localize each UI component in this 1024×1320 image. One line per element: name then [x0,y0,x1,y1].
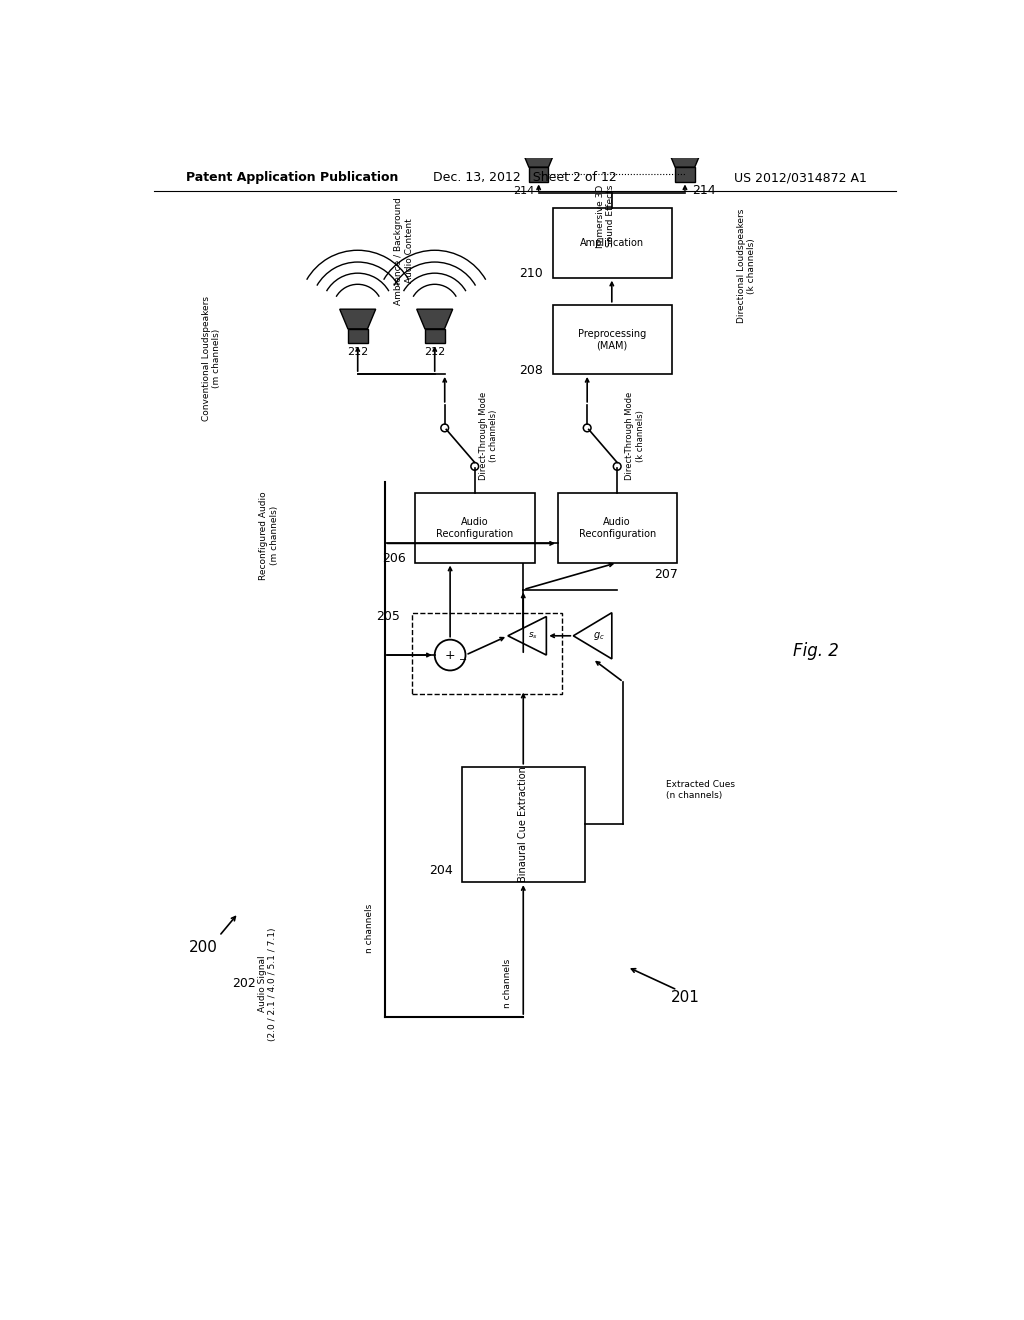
Text: Audio
Reconfiguration: Audio Reconfiguration [579,517,655,539]
Text: $g_c$: $g_c$ [593,630,604,642]
Text: Immersive 3D
Sound Effects: Immersive 3D Sound Effects [596,185,615,248]
FancyBboxPatch shape [348,329,368,343]
Text: Patent Application Publication: Patent Application Publication [186,172,398,185]
Text: Audio
Reconfiguration: Audio Reconfiguration [436,517,513,539]
Text: Dec. 13, 2012   Sheet 2 of 12: Dec. 13, 2012 Sheet 2 of 12 [433,172,616,185]
Polygon shape [417,309,453,329]
Text: 208: 208 [519,363,544,376]
Text: 214: 214 [692,185,716,197]
Text: Amplification: Amplification [580,238,644,248]
Text: 212: 212 [347,347,369,358]
Text: Extracted Cues
(n channels): Extracted Cues (n channels) [666,780,734,800]
Text: 207: 207 [654,568,678,581]
Text: −: − [459,656,467,665]
FancyBboxPatch shape [675,168,694,182]
Polygon shape [667,148,702,168]
FancyBboxPatch shape [553,305,672,374]
Text: n channels: n channels [365,904,374,953]
Polygon shape [573,612,611,659]
Text: Directional Loudspeakers
(k channels): Directional Loudspeakers (k channels) [737,209,757,323]
Text: 201: 201 [671,990,699,1006]
Text: 206: 206 [383,552,407,565]
FancyBboxPatch shape [416,494,535,562]
Text: Conventional Loudspeakers
(m channels): Conventional Loudspeakers (m channels) [202,296,221,421]
Text: 212: 212 [424,347,445,358]
Text: 214: 214 [513,186,534,195]
FancyBboxPatch shape [462,767,585,882]
Text: 202: 202 [232,977,256,990]
Text: n channels: n channels [504,960,512,1008]
Polygon shape [520,148,557,168]
Polygon shape [508,616,547,655]
Text: Reconfigured Audio
(m channels): Reconfigured Audio (m channels) [259,491,279,579]
FancyBboxPatch shape [553,209,672,277]
Text: $s_s$: $s_s$ [527,631,538,642]
Text: 210: 210 [519,268,544,280]
Text: Direct-Through Mode
(k channels): Direct-Through Mode (k channels) [626,392,645,479]
Polygon shape [340,309,376,329]
FancyBboxPatch shape [528,168,549,182]
Text: Ambience / Background
Audio Content: Ambience / Background Audio Content [394,197,414,305]
Text: Direct-Through Mode
(n channels): Direct-Through Mode (n channels) [479,392,499,479]
FancyBboxPatch shape [412,612,562,693]
Text: Audio Signal
(2.0 / 2.1 / 4.0 / 5.1 / 7.1): Audio Signal (2.0 / 2.1 / 4.0 / 5.1 / 7.… [258,927,278,1040]
Text: Preprocessing
(MAM): Preprocessing (MAM) [578,329,646,350]
FancyBboxPatch shape [558,494,677,562]
Text: Fig. 2: Fig. 2 [793,643,839,660]
Text: 200: 200 [189,940,218,956]
Text: 205: 205 [376,610,400,623]
Text: +: + [444,648,456,661]
FancyBboxPatch shape [425,329,444,343]
Text: 204: 204 [429,865,453,878]
Text: Binaural Cue Extraction: Binaural Cue Extraction [518,767,528,882]
Text: US 2012/0314872 A1: US 2012/0314872 A1 [734,172,867,185]
